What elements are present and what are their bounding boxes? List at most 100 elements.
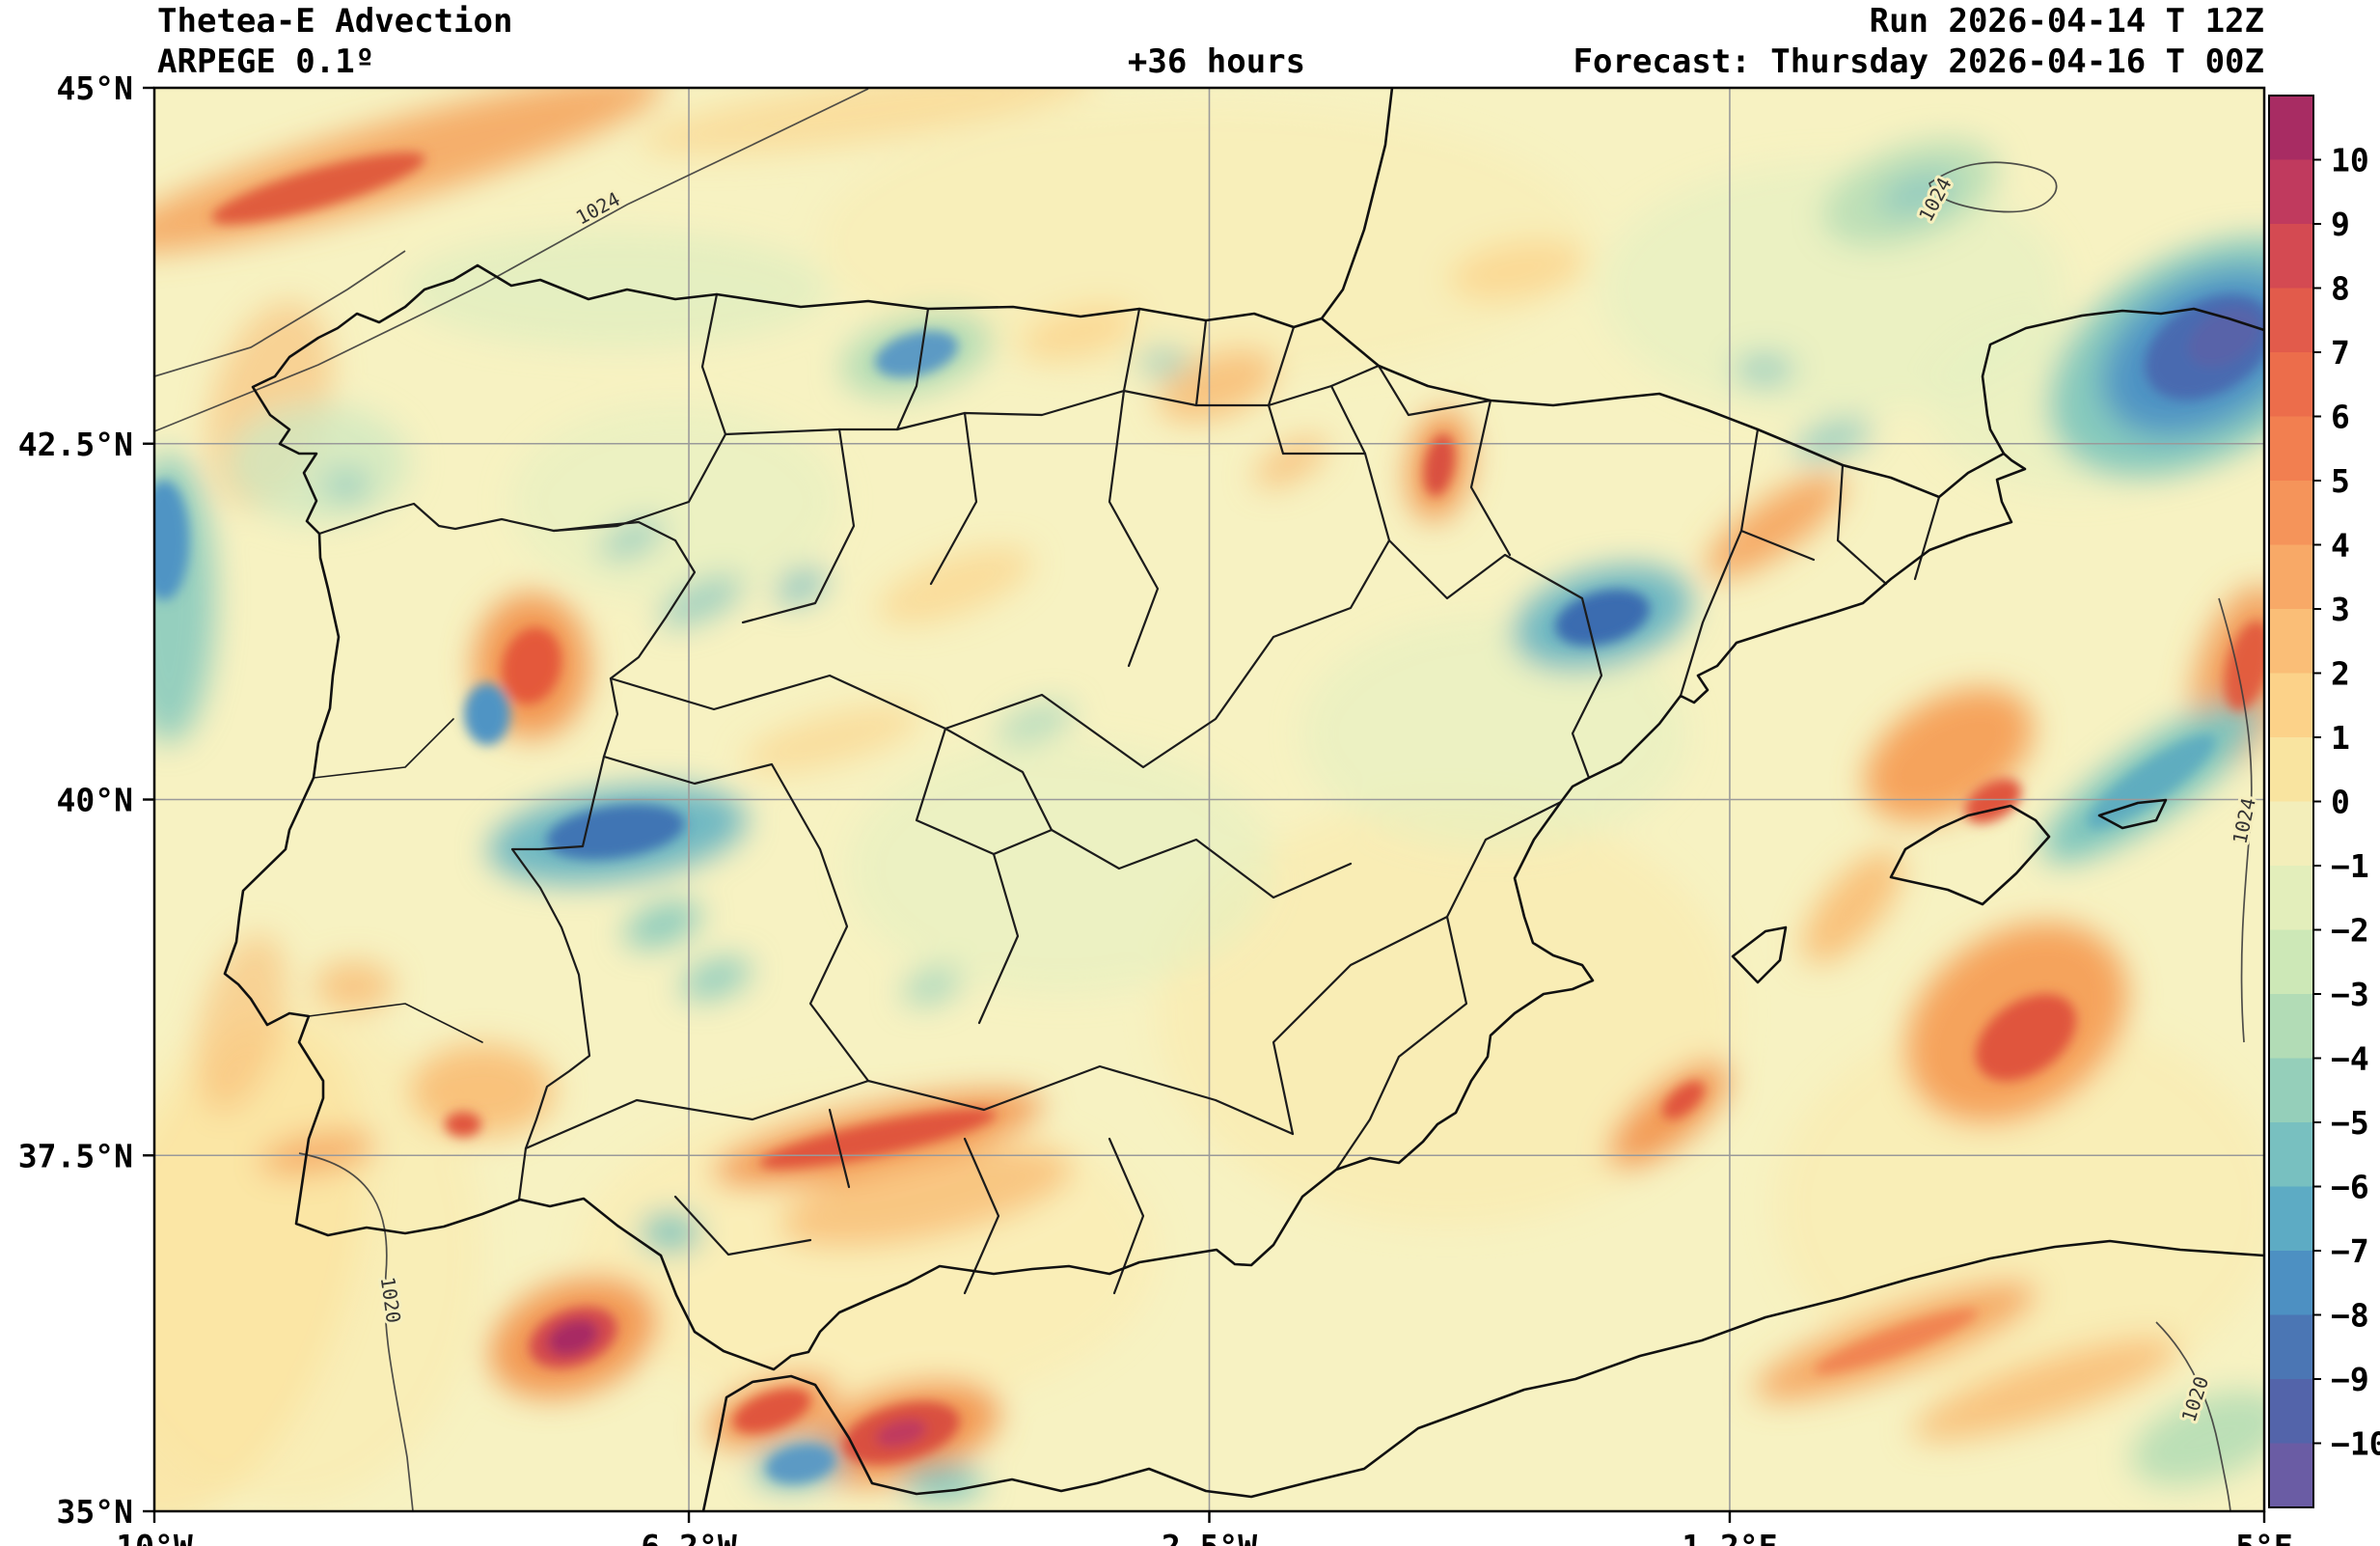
x-tick-label: 10°W (116, 1528, 193, 1546)
colorbar-tick-label: 8 (2331, 270, 2350, 308)
header: Thetea-E Advection ARPEGE 0.1º +36 hours… (157, 2, 2264, 81)
x-tick-label: 5°E (2235, 1528, 2293, 1546)
y-tick-label: 45°N (57, 69, 133, 107)
borders-layer (308, 292, 1941, 1295)
colorbar-segment (2269, 1379, 2313, 1445)
region-border (1739, 529, 1816, 562)
region-border (308, 1003, 483, 1043)
isobar-1020-right (2155, 1321, 2231, 1511)
region-border (609, 384, 1391, 769)
colorbar-tick-label: −5 (2331, 1104, 2369, 1142)
region-border (1679, 428, 1760, 698)
y-tick-label: 40°N (57, 782, 133, 819)
x-axis: 10°W 6.2°W 2.5°W 1.2°E 5°E (116, 1511, 2293, 1546)
region-border (963, 1137, 1000, 1295)
region-border (313, 718, 454, 779)
menorca-coastline (2097, 798, 2168, 830)
colorbar-tick-label: 7 (2331, 334, 2350, 372)
coastline-layer (223, 88, 2264, 1511)
region-border (977, 852, 1020, 1025)
region-border (1194, 318, 1208, 407)
region-border (1267, 325, 1296, 407)
colorbar-segment (2269, 737, 2313, 803)
region-border (1913, 495, 1941, 581)
y-axis: 45°N 42.5°N 40°N 37.5°N 35°N (18, 69, 154, 1531)
colorbar-tick-label: −7 (2331, 1232, 2369, 1270)
colorbar-segment (2269, 1443, 2313, 1508)
colorbar-tick-label: −4 (2331, 1040, 2369, 1078)
lead-time-label: +36 hours (1128, 42, 1305, 81)
region-border (1272, 915, 1449, 1136)
isobar-1024-right (2218, 597, 2253, 1043)
colorbar-tick-label: 1 (2331, 719, 2350, 757)
region-border (602, 755, 870, 1083)
region-border (828, 1108, 851, 1189)
region-border (929, 411, 978, 586)
colorbar-segment (2269, 673, 2313, 738)
colorbar-tick-label: −3 (2331, 976, 2369, 1013)
colorbar-segment (2269, 481, 2313, 546)
region-border (915, 727, 1053, 856)
colorbar-segment (2269, 96, 2313, 161)
region-border (524, 1064, 1295, 1150)
colorbar-tick-label: 5 (2331, 462, 2350, 500)
forecast-label: Forecast: Thursday 2026-04-16 T 00Z (1573, 42, 2264, 81)
colorbar-segment (2269, 929, 2313, 995)
region-border (1334, 800, 1563, 1172)
mallorca-coastline (1889, 804, 2051, 906)
africa-coastline (701, 1239, 2264, 1511)
region-border (1108, 389, 1160, 668)
colorbar-segment (2269, 1058, 2313, 1123)
run-label: Run 2026-04-14 T 12Z (1870, 2, 2264, 41)
colorbar-segment (2269, 1186, 2313, 1252)
isobar-1024-line (154, 88, 869, 432)
region-border (1469, 399, 1512, 557)
colorbar-tick-label: −2 (2331, 912, 2369, 950)
region-border (1050, 828, 1353, 899)
field-cores (154, 152, 2264, 1483)
colorbar-segment (2269, 1122, 2313, 1188)
colorbar-tick-label: 4 (2331, 527, 2350, 565)
colorbar-tick-label: −8 (2331, 1297, 2369, 1335)
pyrenees-border (1320, 317, 2006, 499)
region-border (1387, 538, 1603, 780)
chart-title: Thetea-E Advection (157, 2, 512, 41)
colorbar-segment (2269, 1251, 2313, 1316)
portugal-spain-border (317, 502, 697, 1201)
colorbar-segment (2269, 801, 2313, 867)
model-label: ARPEGE 0.1º (157, 42, 374, 81)
region-border (1122, 307, 1141, 393)
y-tick-label: 42.5°N (18, 426, 133, 463)
isobar-line (154, 250, 406, 377)
x-tick-label: 1.2°E (1682, 1528, 1777, 1546)
colorbar-tick-label: 3 (2331, 591, 2350, 628)
colorbar-segment (2269, 544, 2313, 610)
colorbar-segment (2269, 1314, 2313, 1380)
colorbar-segment (2269, 609, 2313, 675)
colorbar-tick-label: −9 (2331, 1361, 2369, 1398)
x-tick-label: 6.2°W (641, 1528, 736, 1546)
colorbar-segment (2269, 416, 2313, 482)
colorbar-tick-label: 6 (2331, 399, 2350, 436)
colorbar-tick-label: 0 (2331, 784, 2350, 821)
isobar-1020-left (298, 1152, 414, 1511)
colorbar-segment (2269, 224, 2313, 290)
colorbar-tick-label: 9 (2331, 206, 2350, 243)
region-border (1836, 463, 1888, 586)
iberia-coastline (223, 88, 2264, 1371)
region-border (552, 292, 727, 533)
y-tick-label: 35°N (57, 1493, 133, 1531)
colorbar-tick-label: −1 (2331, 847, 2369, 885)
region-border (724, 364, 1381, 436)
region-border (741, 428, 856, 624)
colorbar-segment (2269, 352, 2313, 418)
y-tick-label: 37.5°N (18, 1137, 133, 1174)
colorbar-tick-label: 10 (2331, 142, 2369, 179)
colorbar-tick-label: 2 (2331, 655, 2350, 693)
colorbar-segment (2269, 288, 2313, 353)
colorbar-tick-label: −10 (2331, 1425, 2380, 1463)
ibiza-coastline (1731, 925, 1788, 984)
